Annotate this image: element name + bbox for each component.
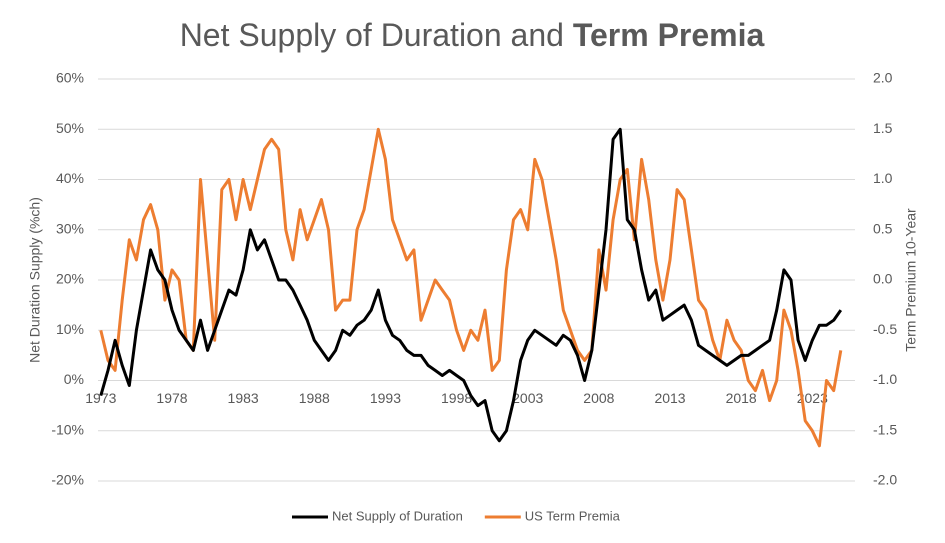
y2-tick-label: 0.5 — [873, 220, 893, 236]
x-tick-label: 2003 — [512, 390, 543, 406]
title-bold-text: Term Premia — [573, 17, 765, 53]
y-tick-label: 10% — [56, 321, 84, 337]
y-tick-label: 50% — [56, 120, 84, 136]
series-line — [99, 127, 843, 448]
legend-label: US Term Premia — [525, 508, 621, 523]
x-tick-label: 1998 — [441, 390, 472, 406]
y2-tick-label: -2.0 — [873, 472, 897, 488]
chart-title: Net Supply of Duration and Term Premia — [180, 17, 765, 53]
y2-axis-label: Term Premium 10-Year — [903, 208, 919, 352]
y-axis-label: Net Duration Supply (%ch) — [27, 197, 43, 363]
x-tick-label: 2018 — [726, 390, 757, 406]
y-tick-label: 0% — [64, 371, 84, 387]
x-tick-label: 2013 — [654, 390, 685, 406]
x-tick-label: 2008 — [583, 390, 614, 406]
y-tick-label: -10% — [51, 421, 84, 437]
series-line — [99, 127, 843, 443]
title-text: Net Supply of Duration and — [180, 17, 564, 53]
y-tick-label: -20% — [51, 472, 84, 488]
y2-tick-label: 2.0 — [873, 70, 893, 86]
y-tick-label: 30% — [56, 220, 84, 236]
x-tick-label: 1978 — [156, 390, 187, 406]
y-tick-label: 20% — [56, 271, 84, 287]
x-tick-label: 1973 — [85, 390, 116, 406]
x-tick-label: 1988 — [299, 390, 330, 406]
y-tick-label: 60% — [56, 70, 84, 86]
x-tick-label: 1993 — [370, 390, 401, 406]
y-tick-label: 40% — [56, 170, 84, 186]
y2-tick-label: -1.0 — [873, 371, 897, 387]
x-tick-label: 1983 — [228, 390, 259, 406]
y2-tick-label: -0.5 — [873, 321, 897, 337]
y2-tick-label: -1.5 — [873, 421, 897, 437]
legend-label: Net Supply of Duration — [332, 508, 463, 523]
y2-tick-label: 0.0 — [873, 271, 893, 287]
x-tick-label: 2023 — [797, 390, 828, 406]
y2-tick-label: 1.5 — [873, 120, 893, 136]
y2-tick-label: 1.0 — [873, 170, 893, 186]
